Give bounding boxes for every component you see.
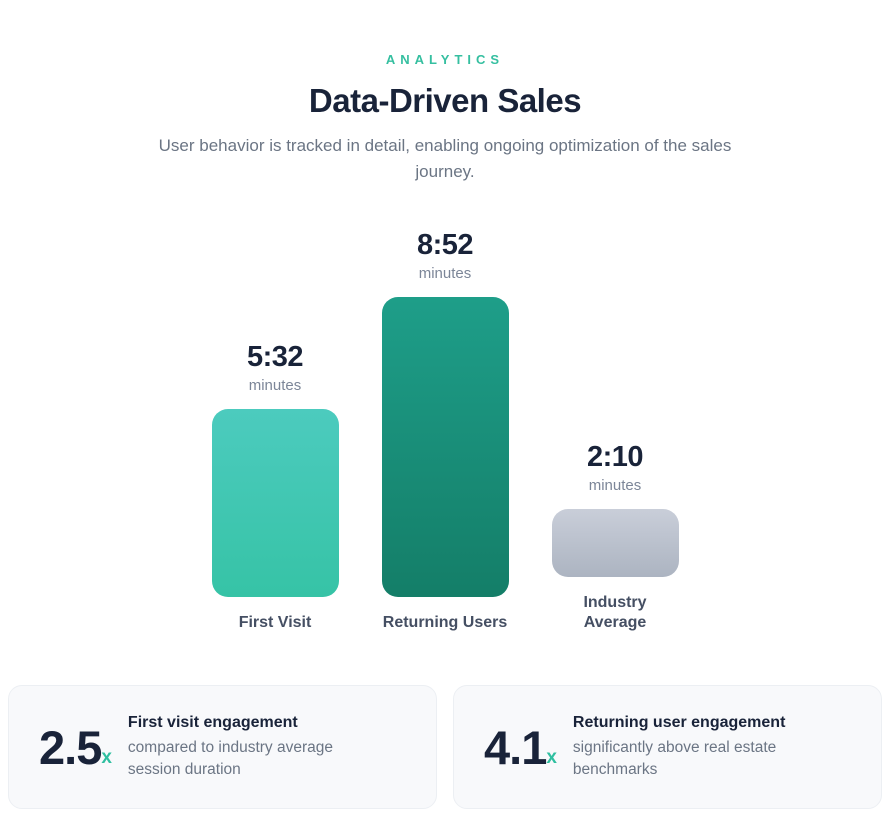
bar-label-industry-average: Industry Average: [583, 594, 647, 631]
bar-label-returning-users: Returning Users: [382, 614, 508, 631]
bar-value-returning-users: 8:52: [416, 229, 474, 261]
bar-unit-industry-average: minutes: [588, 477, 642, 494]
bar-value-industry-average: 2:10: [586, 441, 644, 473]
bar-column-industry-average: 2:10 minutes Industry Average: [551, 440, 679, 633]
stat-number: 2.5: [39, 720, 102, 774]
bar-column-returning-users: 8:52 minutes Returning Users: [381, 228, 509, 633]
bar-unit-returning-users: minutes: [418, 265, 472, 282]
stat-multiplier-first-visit: 2.5 x: [39, 720, 112, 774]
bar-industry-average: [551, 509, 679, 577]
multiplier-x-suffix: x: [101, 746, 112, 768]
stat-text-returning-user: Returning user engagement significantly …: [573, 713, 833, 781]
bar-first-visit: [211, 409, 339, 597]
stat-title: First visit engagement: [127, 714, 298, 731]
stat-card-returning-user: 4.1 x Returning user engagement significa…: [453, 685, 882, 809]
bar-value-first-visit: 5:32: [246, 341, 304, 373]
page-title: Data-Driven Sales: [308, 82, 582, 119]
stat-card-first-visit: 2.5 x First visit engagement compared to …: [8, 685, 437, 809]
multiplier-x-suffix: x: [546, 746, 557, 768]
stat-text-first-visit: First visit engagement compared to indus…: [128, 713, 388, 781]
section-subtitle: User behavior is tracked in detail, enab…: [158, 136, 732, 181]
stat-number: 4.1: [484, 720, 547, 774]
section-eyebrow: ANALYTICS: [385, 52, 505, 67]
bar-unit-first-visit: minutes: [248, 377, 302, 394]
bar-column-first-visit: 5:32 minutes First Visit: [211, 340, 339, 633]
stat-description: compared to industry average session dur…: [127, 739, 333, 778]
bar-label-first-visit: First Visit: [238, 614, 312, 631]
stat-multiplier-returning-user: 4.1 x: [484, 720, 557, 774]
session-duration-bar-chart: 5:32 minutes First Visit 8:52 minutes Re…: [0, 212, 890, 633]
stats-row: 2.5 x First visit engagement compared to …: [0, 685, 890, 809]
stat-title: Returning user engagement: [572, 714, 786, 731]
bar-returning-users: [381, 297, 509, 597]
stat-description: significantly above real estate benchmar…: [572, 739, 777, 778]
